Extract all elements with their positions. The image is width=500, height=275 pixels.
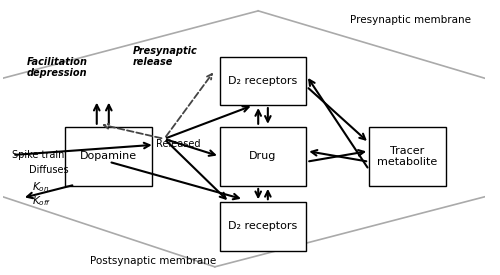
FancyBboxPatch shape [220, 127, 306, 186]
Text: Drug: Drug [250, 151, 276, 161]
Text: D₂ receptors: D₂ receptors [228, 221, 298, 232]
Text: Diffuses: Diffuses [30, 165, 69, 175]
FancyBboxPatch shape [369, 127, 446, 186]
Text: Presynaptic membrane: Presynaptic membrane [350, 15, 471, 25]
Text: Presynaptic
release: Presynaptic release [133, 46, 198, 67]
Text: Released: Released [156, 139, 200, 149]
Text: $K_{on}$: $K_{on}$ [32, 180, 49, 194]
FancyBboxPatch shape [66, 127, 152, 186]
FancyBboxPatch shape [220, 202, 306, 251]
Text: Dopamine: Dopamine [80, 151, 138, 161]
Text: $K_{off}$: $K_{off}$ [32, 194, 51, 208]
Text: D₂ receptors: D₂ receptors [228, 76, 298, 86]
Text: Tracer
metabolite: Tracer metabolite [378, 145, 438, 167]
Text: Facilitation
depression: Facilitation depression [27, 57, 88, 78]
Text: Spike train: Spike train [12, 150, 65, 160]
FancyBboxPatch shape [220, 57, 306, 105]
Text: Postsynaptic membrane: Postsynaptic membrane [90, 257, 216, 266]
